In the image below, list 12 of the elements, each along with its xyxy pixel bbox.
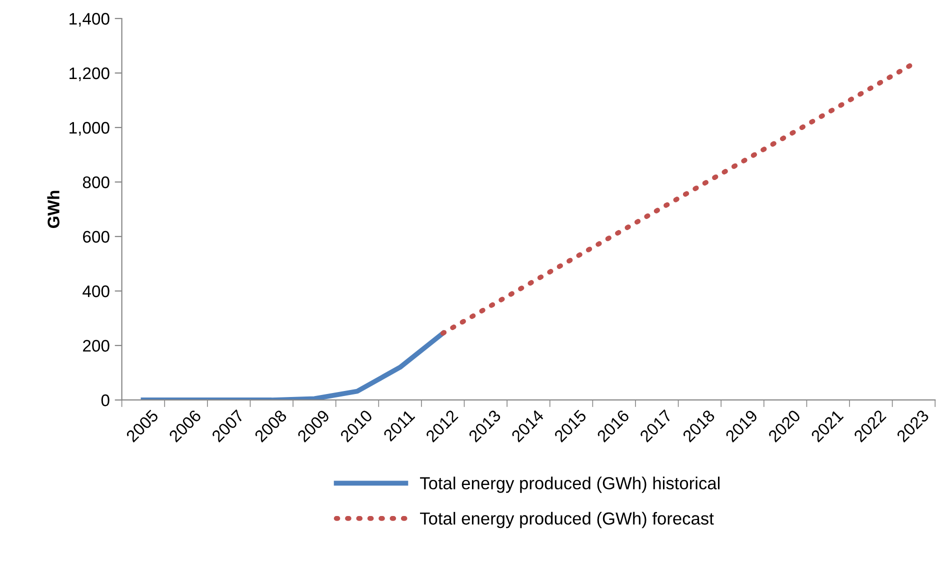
y-tick-label: 400 xyxy=(82,285,110,298)
y-tick-label: 1,000 xyxy=(70,122,110,136)
y-axis-title: GWh xyxy=(47,190,60,228)
y-tick-label: 0 xyxy=(101,394,110,406)
line-series xyxy=(140,330,446,400)
y-tick-label: 200 xyxy=(83,340,110,352)
y-tick-label: 1,200 xyxy=(70,67,110,82)
y-tick-label: 1,400 xyxy=(70,12,110,27)
y-tick-label: 800 xyxy=(82,176,110,188)
legend-label: Total energy produced (GWh) forecast xyxy=(420,512,714,528)
y-tick-label: 600 xyxy=(83,230,110,243)
legend-label: Total energy produced (GWh) historical xyxy=(420,476,720,493)
